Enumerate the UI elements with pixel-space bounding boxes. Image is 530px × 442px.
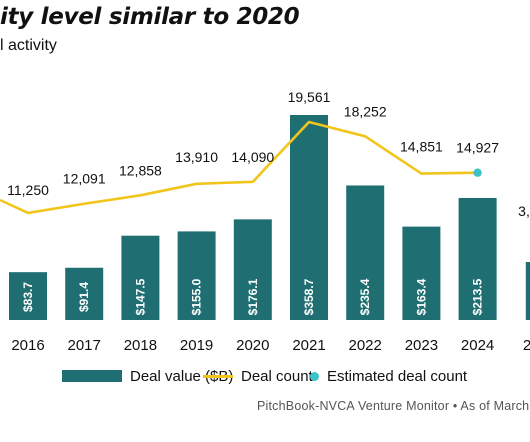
bar-2021 [290,115,328,320]
bar-value-label-2019: $155.0 [190,278,204,315]
bar-value-label-2017: $91.4 [77,282,91,312]
x-tick-2022: 2022 [349,337,382,354]
bar-value-label-2021: $358.7 [302,278,316,315]
bar-value-label-2020: $176.1 [246,278,260,315]
chart-legend: Deal value ($B) Deal count Estimated dea… [0,364,530,388]
legend-deal-count-label: Deal count [241,367,313,385]
legend-deal-count: Deal count [203,364,313,388]
x-tick-2020: 2020 [236,337,269,354]
deal-count-label-2022: 18,252 [344,103,387,119]
legend-dot-swatch [310,371,319,381]
legend-bar-swatch [62,370,122,382]
bar-value-label-2016: $83.7 [21,282,35,312]
x-tick-2017: 2017 [68,337,101,354]
deal-count-label-2020: 14,090 [231,149,274,165]
bar-value-label-2022: $235.4 [358,278,372,315]
x-tick-2023: 2023 [405,337,438,354]
chart-title: ity level similar to 2020 [0,4,300,30]
source-note: PitchBook-NVCA Venture Monitor • As of M… [257,399,530,413]
bar-2023 [402,226,441,320]
legend-deal-value-label: Deal value ($B) [130,367,234,385]
bar-value-label-2018: $147.5 [133,278,147,315]
x-tick-2018: 2018 [124,337,157,354]
bar-2 [525,262,530,320]
deal-count-label-2016: 11,250 [7,182,49,198]
deal-count-label-2024: 14,927 [456,140,499,156]
deal-count-label-2019: 13,910 [175,149,218,165]
x-tick-2: 2 [523,337,530,354]
deal-count-label-2021: 19,561 [288,89,331,105]
bar-2024 [458,197,497,320]
bar-2020 [233,219,272,320]
x-tick-2021: 2021 [292,337,325,354]
deal-count-label-2017: 12,091 [63,171,106,187]
deal-count-line [0,120,478,215]
bar-2019 [177,231,216,320]
legend-line-swatch [203,374,233,378]
deal-count-label-2023: 14,851 [400,139,443,155]
estimated-deal-count-point [473,168,482,177]
legend-estimated-label: Estimated deal count [327,367,468,385]
bar-value-label-2024: $213.5 [471,278,485,315]
x-tick-2019: 2019 [180,337,213,354]
bar-value-label-2023: $163.4 [414,278,428,315]
legend-deal-value: Deal value ($B) [62,364,233,388]
x-tick-2024: 2024 [461,337,494,354]
bar-2018 [121,235,160,320]
bar-2017 [65,267,104,320]
legend-estimated: Estimated deal count [310,364,467,388]
x-tick-2016: 2016 [11,337,44,354]
bar-2022 [346,185,385,320]
chart-subtitle: l activity [0,37,57,54]
bar-2016 [9,272,47,320]
deal-count-label-2018: 12,858 [119,162,162,178]
deal-count-label-2: 3, [518,203,530,219]
